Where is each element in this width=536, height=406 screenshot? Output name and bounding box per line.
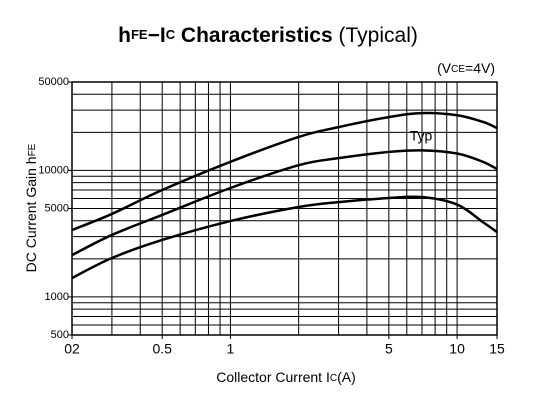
x-tick-label: 5	[385, 341, 393, 357]
x-tick-label: 02	[64, 341, 80, 357]
y-tick-label: 10000	[38, 164, 69, 176]
curve	[71, 149, 498, 257]
annotation: (VCE=4V)	[437, 60, 495, 76]
curve-label: Typ	[410, 128, 433, 144]
y-tick-label: 50000	[38, 76, 69, 88]
x-axis-label: Collector Current IC(A)	[216, 369, 356, 385]
y-tick-label: 1000	[45, 291, 69, 303]
chart-title: hFE−IC Characteristics (Typical)	[118, 24, 418, 47]
x-tick-label: 1	[227, 341, 235, 357]
y-tick-label: 5000	[45, 202, 69, 214]
y-axis-label: DC Current Gain hFE	[23, 143, 39, 272]
x-tick-label: 15	[489, 341, 505, 357]
curve	[71, 195, 498, 280]
y-tick-label: 500	[51, 329, 69, 341]
x-tick-label: 10	[449, 341, 465, 357]
x-tick-label: 0.5	[152, 341, 172, 357]
curve	[71, 111, 498, 232]
